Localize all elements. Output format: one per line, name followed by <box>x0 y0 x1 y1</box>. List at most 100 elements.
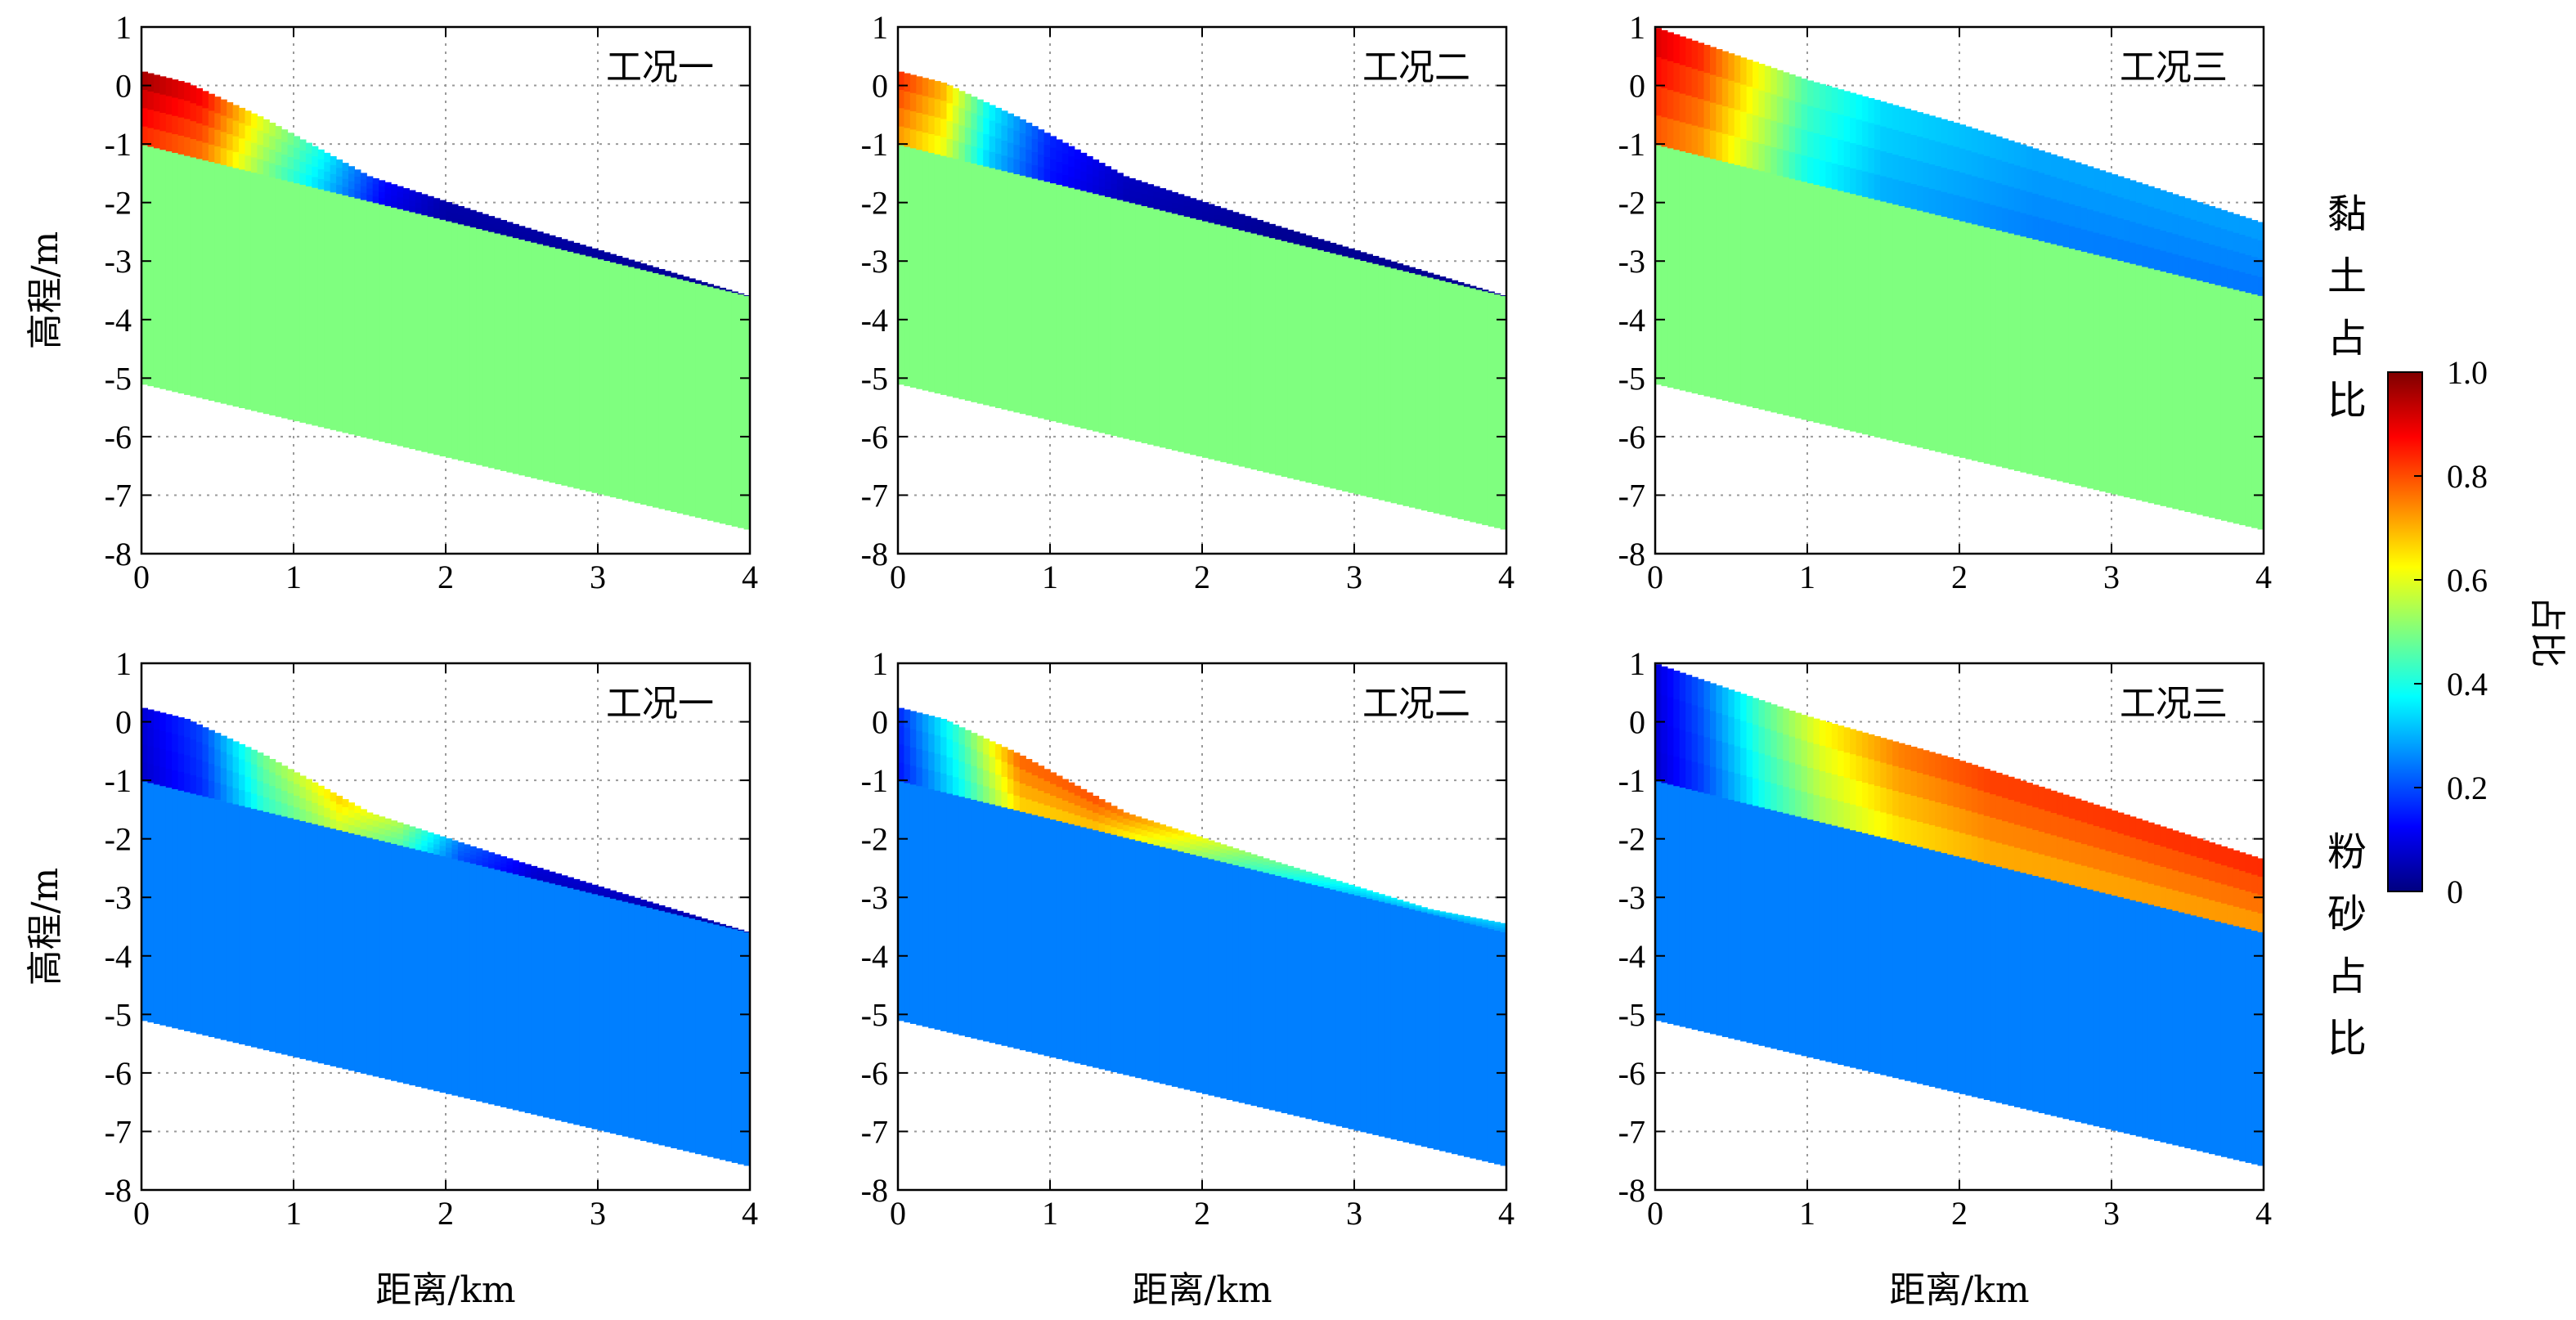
layer-cell <box>1655 752 1663 782</box>
layer-cell <box>652 903 659 905</box>
layer-cell <box>384 818 392 825</box>
layer-cell <box>1190 198 1197 204</box>
layer-cell <box>707 922 714 923</box>
layer-cell <box>1123 824 1130 832</box>
layer-cell <box>372 190 379 197</box>
layer-cell <box>227 739 234 756</box>
layer-cell <box>165 114 173 133</box>
layer-cell <box>554 242 562 246</box>
layer-cell <box>1043 168 1051 182</box>
substrate-cell <box>2087 253 2094 489</box>
layer-cell <box>1861 171 1869 197</box>
layer-cell <box>1031 165 1039 179</box>
x-tick-label: 3 <box>590 559 606 595</box>
layer-cell <box>964 110 972 128</box>
layer-cell <box>1825 137 1833 163</box>
substrate-cell <box>2093 890 2100 1127</box>
layer-cell <box>616 891 623 895</box>
layer-cell <box>2008 800 2015 824</box>
layer-cell <box>1360 894 1367 898</box>
layer-cell <box>1752 698 1760 725</box>
substrate-cell <box>2165 909 2173 1144</box>
layer-cell <box>554 237 562 241</box>
layer-cell <box>184 137 191 156</box>
layer-cell <box>1868 759 1875 785</box>
layer-cell <box>1093 159 1100 169</box>
substrate-cell <box>1445 918 1452 1153</box>
layer-cell <box>1238 218 1245 223</box>
layer-cell <box>1141 830 1148 837</box>
substrate-cell <box>2215 285 2222 519</box>
layer-cell <box>195 141 203 159</box>
layer-cell <box>934 717 941 736</box>
layer-cell <box>1311 876 1318 880</box>
layer-cell <box>2013 142 2021 166</box>
layer-cell <box>518 869 526 873</box>
layer-cell <box>1452 914 1459 916</box>
layer-cell <box>701 920 708 922</box>
substrate-cell <box>940 155 948 395</box>
substrate-cell <box>1728 163 1735 402</box>
layer-cell <box>1402 903 1410 905</box>
layer-cell <box>1196 836 1203 842</box>
layer-cell <box>2135 203 2143 225</box>
layer-cell <box>1378 258 1385 261</box>
layer-cell <box>1874 100 1881 126</box>
layer-cell <box>658 909 666 911</box>
layer-cell <box>2013 824 2021 849</box>
layer-cell <box>646 905 653 909</box>
layer-cell <box>1354 892 1362 896</box>
layer-cell <box>946 85 954 104</box>
layer-cell <box>1959 809 1967 834</box>
layer-cell <box>2075 205 2082 229</box>
layer-cell <box>1898 743 1905 769</box>
layer-cell <box>1655 115 1663 146</box>
layer-cell <box>1384 900 1392 904</box>
layer-cell <box>384 200 392 207</box>
layer-cell <box>2129 200 2137 222</box>
x-tick-label: 2 <box>1194 1195 1210 1232</box>
substrate-cell <box>2026 873 2033 1111</box>
layer-cell <box>312 166 319 178</box>
substrate-cell <box>2008 869 2015 1107</box>
layer-cell <box>1147 201 1155 208</box>
substrate-cell <box>683 916 690 1152</box>
layer-cell <box>1074 785 1081 797</box>
y-tick-label: -4 <box>105 938 132 975</box>
layer-cell <box>1330 245 1337 249</box>
layer-cell <box>153 729 160 748</box>
layer-cell <box>1372 258 1380 261</box>
substrate-cell <box>1813 184 1820 423</box>
layer-cell <box>1104 802 1111 811</box>
layer-cell <box>1232 848 1240 853</box>
layer-cell <box>1281 867 1288 872</box>
layer-cell <box>2099 870 2107 893</box>
colorbar-tick-label: 0.6 <box>2447 562 2488 599</box>
layer-cell <box>2233 869 2240 889</box>
substrate-cell <box>2178 276 2185 511</box>
layer-cell <box>1685 703 1693 733</box>
substrate-cell <box>2245 292 2252 527</box>
layer-cell <box>898 126 905 146</box>
layer-cell <box>2123 240 2130 263</box>
layer-cell <box>1031 788 1039 802</box>
layer-cell <box>1093 812 1100 822</box>
layer-cell <box>494 222 501 227</box>
y-tick-label: 0 <box>1629 704 1645 741</box>
layer-cell <box>1038 167 1045 181</box>
layer-cell <box>2008 140 2015 164</box>
layer-cell <box>1746 749 1753 778</box>
layer-cell <box>402 829 410 837</box>
layer-cell <box>1208 218 1215 223</box>
layer-cell <box>1287 239 1295 243</box>
layer-cell <box>2233 213 2240 234</box>
layer-cell <box>1856 119 1863 146</box>
layer-cell <box>366 831 374 838</box>
layer-cell <box>1299 242 1307 246</box>
layer-cell <box>208 764 215 782</box>
layer-cell <box>946 121 954 140</box>
layer-cell <box>433 839 441 845</box>
layer-cell <box>1420 907 1428 909</box>
layer-cell <box>952 123 959 141</box>
substrate-cell <box>695 283 702 519</box>
